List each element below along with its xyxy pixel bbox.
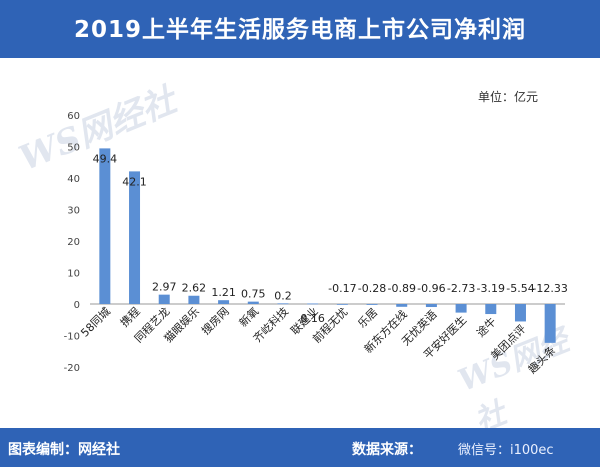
bar — [158, 294, 170, 304]
title-bar: 2019上半年生活服务电商上市公司净利润 — [0, 0, 600, 58]
bar — [307, 303, 319, 305]
bar — [485, 304, 497, 315]
data-label: 0.2 — [274, 289, 292, 302]
bar — [129, 171, 141, 304]
bar — [277, 303, 289, 305]
y-tick-label: 50 — [67, 143, 80, 154]
bar — [336, 304, 348, 305]
bar — [99, 148, 111, 304]
data-label: 2.62 — [182, 282, 207, 295]
y-tick-label: 60 — [67, 111, 80, 122]
data-label: 49.4 — [93, 152, 118, 165]
bar — [188, 295, 200, 304]
data-label: 0.16 — [300, 312, 325, 325]
y-tick-label: 20 — [67, 237, 80, 248]
y-tick-label: 10 — [67, 269, 80, 280]
bar — [218, 300, 230, 304]
footer-source: 数据来源： — [352, 442, 422, 458]
footer-wechat: 微信号：i100ec — [458, 443, 554, 458]
data-label: 42.1 — [122, 175, 147, 188]
category-label: 乐居 — [355, 306, 380, 331]
category-label: 携程 — [117, 304, 142, 329]
footer-bar: 图表编制：网经社 数据来源： 微信号：i100ec — [0, 428, 600, 467]
category-label: 58同城 — [78, 305, 113, 340]
unit-label: 单位：亿元 — [478, 90, 539, 104]
data-label: 0.75 — [241, 288, 266, 301]
data-label: -0.96 — [417, 282, 445, 295]
bar — [514, 304, 526, 322]
footer-compiler: 图表编制：网经社 — [8, 442, 120, 458]
y-tick-label: 40 — [67, 174, 80, 185]
bar — [425, 304, 437, 308]
data-label: -12.33 — [532, 282, 567, 295]
chart-title: 2019上半年生活服务电商上市公司净利润 — [73, 17, 526, 43]
data-label: -0.28 — [358, 282, 386, 295]
bar — [396, 304, 408, 307]
category-label: 途牛 — [473, 314, 498, 339]
data-label: -5.54 — [506, 282, 534, 295]
data-label: -0.89 — [387, 282, 415, 295]
data-label: 1.21 — [211, 286, 236, 299]
bar — [366, 304, 378, 305]
y-tick-label: 0 — [74, 300, 80, 311]
data-label: -3.19 — [477, 282, 505, 295]
data-label: 2.97 — [152, 281, 177, 294]
bar — [247, 301, 259, 304]
category-label: 新氧 — [236, 304, 261, 329]
bar — [544, 304, 556, 343]
y-tick-label: -10 — [64, 332, 80, 343]
bar — [455, 304, 467, 313]
category-label: 搜房网 — [198, 304, 231, 337]
y-tick-label: 30 — [67, 206, 80, 217]
data-label: -2.73 — [447, 282, 475, 295]
y-tick-label: -20 — [64, 363, 80, 374]
category-label: 趣头条 — [525, 343, 558, 376]
data-label: -0.17 — [328, 282, 356, 295]
